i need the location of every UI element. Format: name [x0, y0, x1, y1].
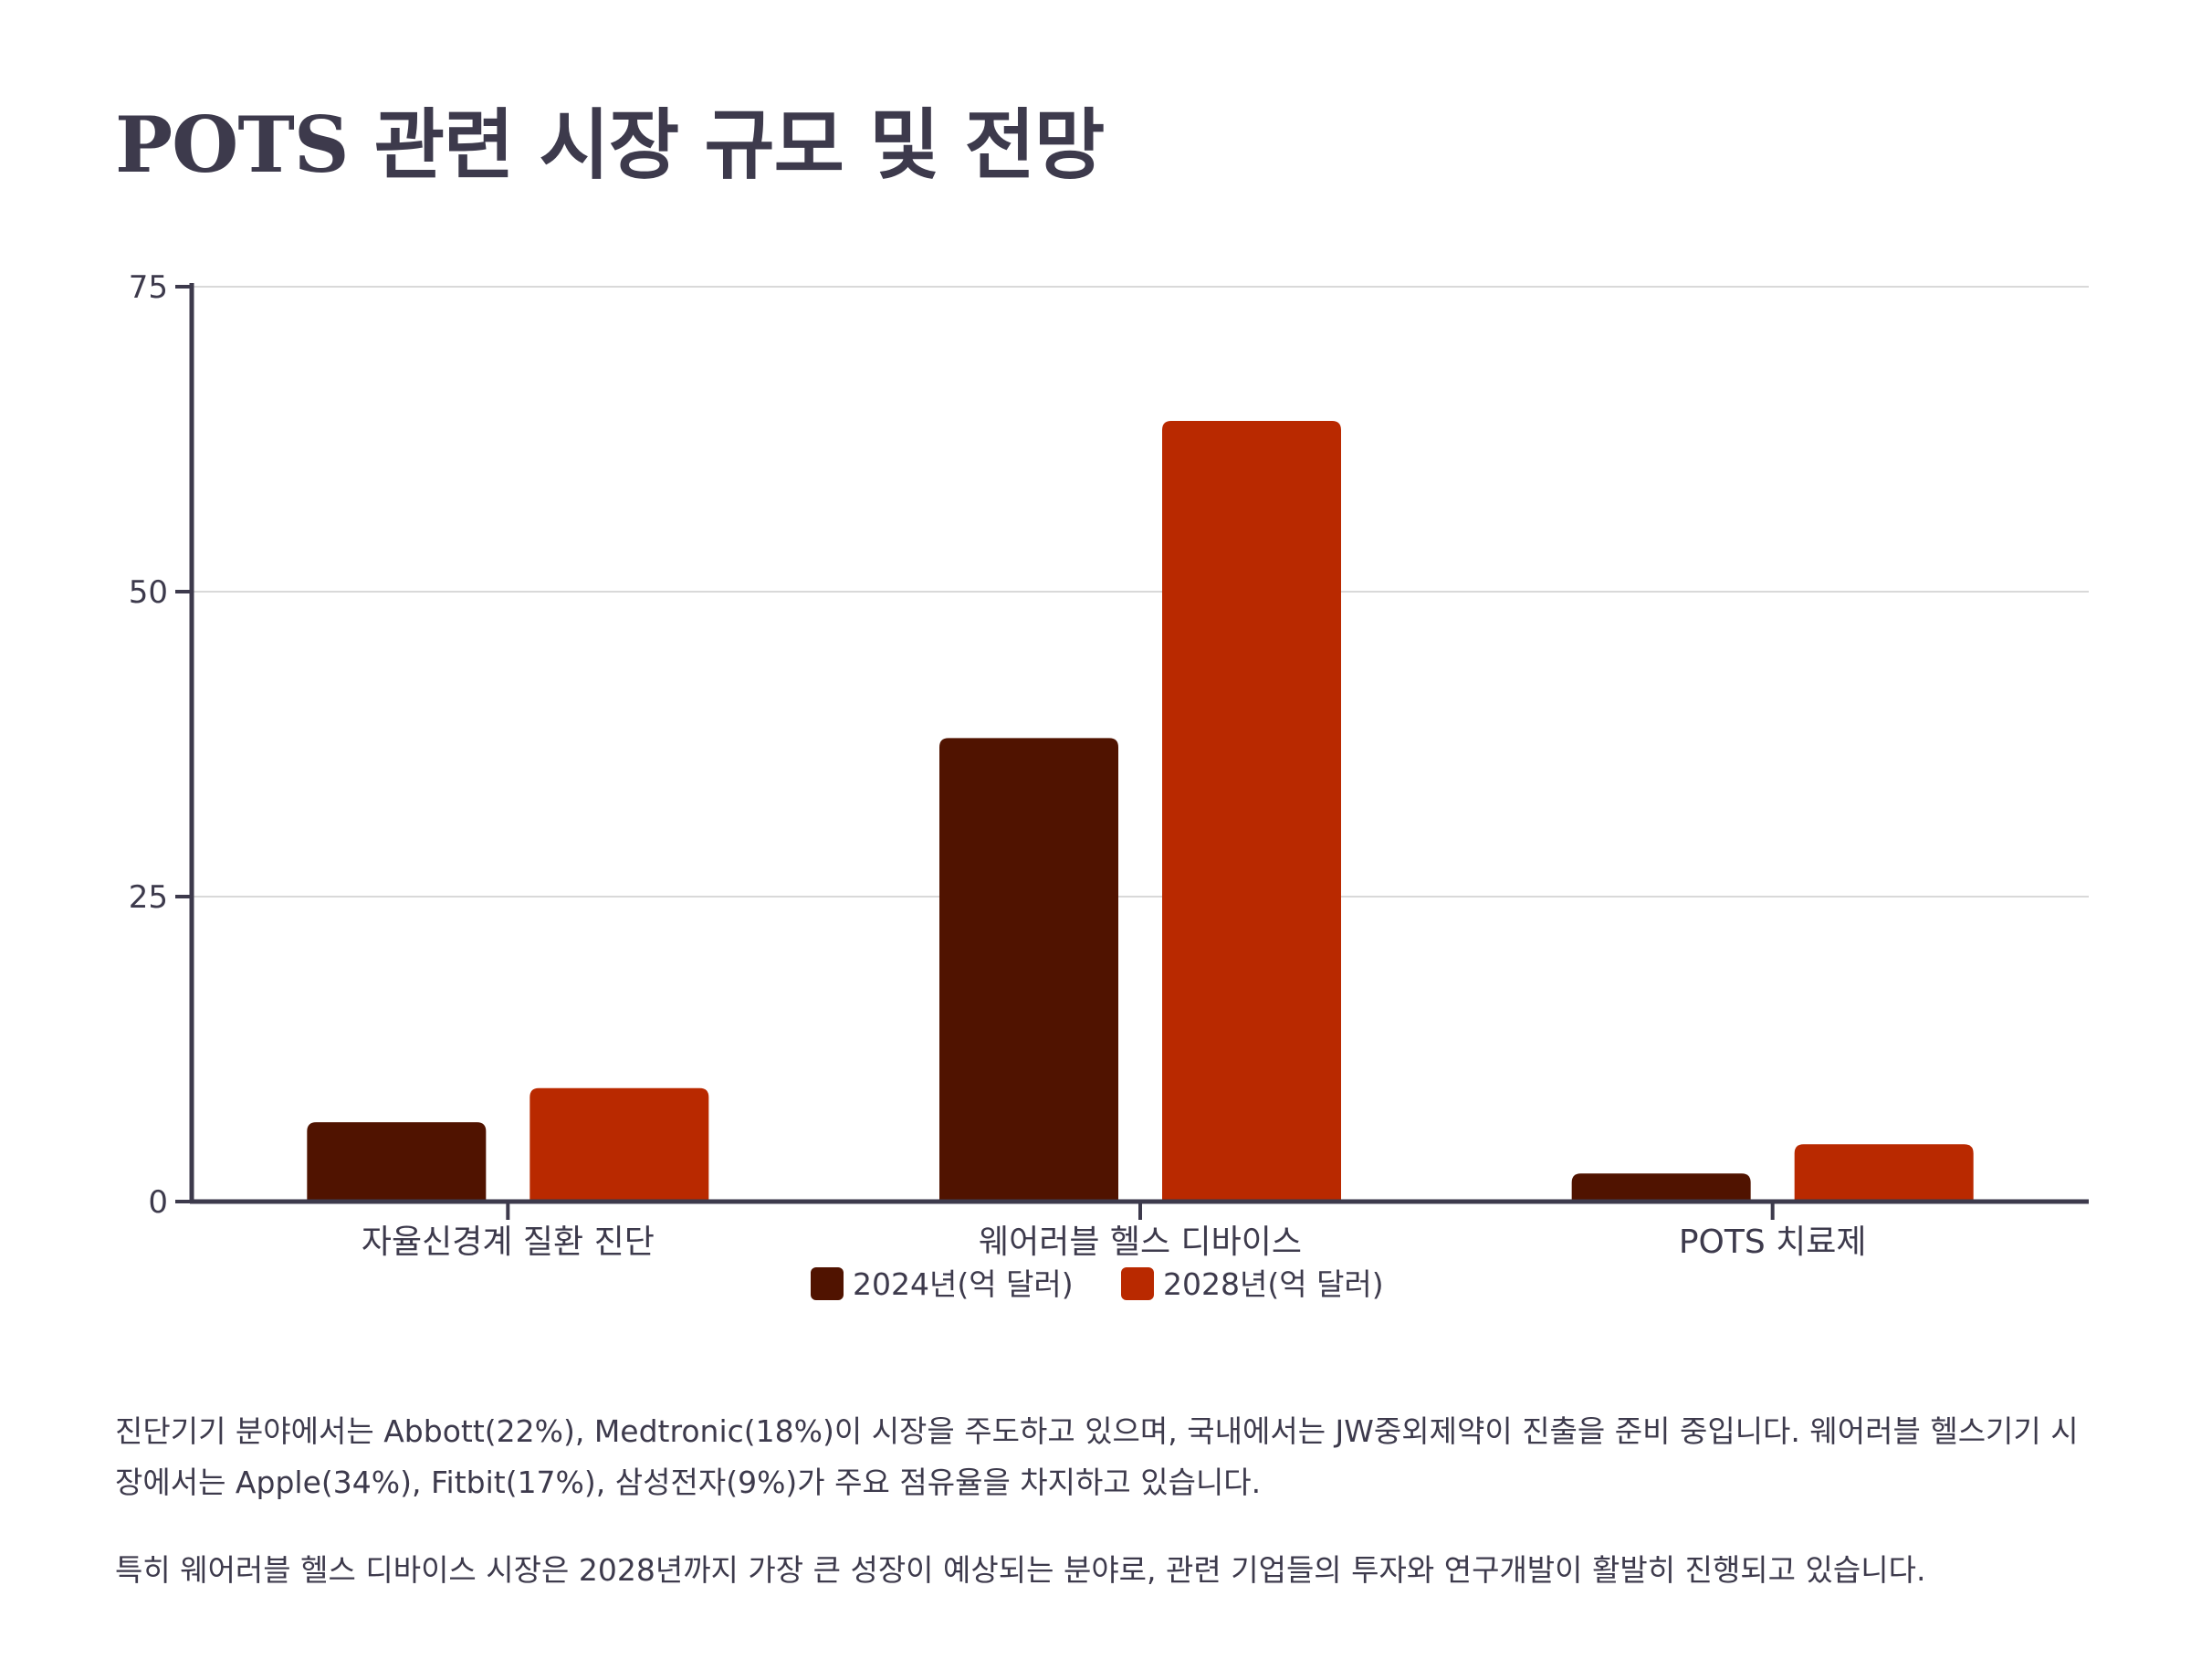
bar-2-3: [1794, 1144, 1974, 1202]
gridlines: [192, 286, 2089, 898]
legend-swatch: [1121, 1267, 1154, 1300]
bar-1-1: [307, 1122, 487, 1202]
legend-label: 2028년(억 달러): [1163, 1266, 1384, 1302]
description-paragraph-2: 특히 웨어러블 헬스 디바이스 시장은 2028년까지 가장 큰 성장이 예상되…: [115, 1552, 1926, 1588]
bar-1-2: [939, 738, 1118, 1202]
legend: 2024년(억 달러) 2028년(억 달러): [811, 1266, 1384, 1302]
axes: 0 25 50 75 자율신경계 질환 진단 웨어러블 헬스 디바이스 POTS 치료제: [129, 269, 2089, 1261]
x-tick-label: POTS 치료제: [1679, 1223, 1867, 1261]
legend-item-1: 2024년(억 달러): [811, 1266, 1074, 1302]
y-tick-label: 0: [148, 1184, 168, 1221]
bar-1-3: [1571, 1173, 1751, 1202]
bar-chart: 0 25 50 75 자율신경계 질환 진단 웨어러블 헬스 디바이스 POTS 치료제 2…: [129, 269, 2089, 1302]
legend-item-2: 2028년(억 달러): [1121, 1266, 1384, 1302]
y-tick-label: 50: [129, 574, 168, 611]
legend-swatch: [811, 1267, 844, 1300]
y-tick-label: 75: [129, 269, 168, 306]
bar-2-2: [1162, 420, 1341, 1202]
page-title: POTS 관련 시장 규모 및 전망: [115, 100, 1105, 190]
x-tick-label: 웨어러블 헬스 디바이스: [979, 1223, 1302, 1261]
bars: [307, 420, 1974, 1202]
y-tick-label: 25: [129, 879, 168, 916]
legend-label: 2024년(억 달러): [853, 1266, 1074, 1302]
bar-2-1: [529, 1087, 709, 1202]
x-tick-label: 자율신경계 질환 진단: [362, 1223, 655, 1261]
description-paragraph-1: 진단기기 분야에서는 Abbott(22%), Medtronic(18%)이 …: [115, 1413, 2079, 1500]
